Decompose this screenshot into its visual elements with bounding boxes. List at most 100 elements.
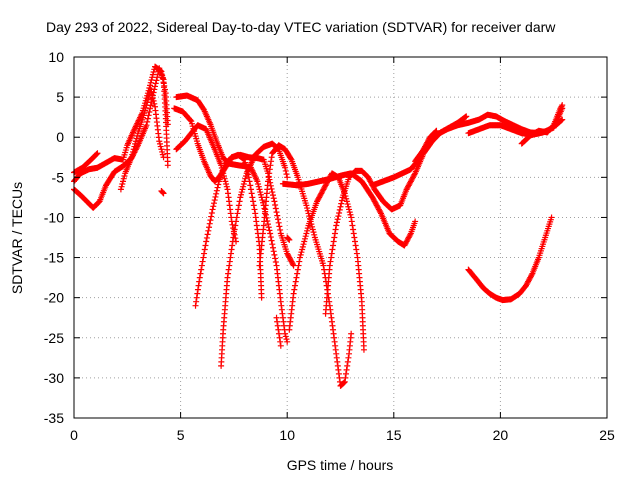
data-point-marker	[291, 286, 298, 293]
data-point-marker	[260, 199, 267, 206]
data-point-marker	[205, 227, 212, 234]
data-point-marker	[342, 370, 349, 377]
data-point-marker	[276, 223, 283, 230]
data-point-marker	[152, 83, 159, 90]
data-point-marker	[268, 237, 275, 244]
data-point-marker	[164, 162, 171, 169]
data-point-marker	[271, 251, 278, 258]
data-point-marker	[286, 236, 293, 243]
data-point-marker	[284, 174, 291, 181]
data-point-marker	[207, 217, 214, 224]
data-point-marker	[160, 190, 167, 197]
data-point-marker	[328, 250, 335, 257]
data-point-marker	[203, 234, 210, 241]
data-point-marker	[301, 235, 308, 242]
data-point-marker	[241, 156, 248, 163]
data-point-marker	[254, 178, 261, 185]
y-tick-label: -5	[52, 169, 65, 185]
x-tick-label: 25	[599, 427, 615, 443]
y-tick-label: -30	[44, 370, 64, 386]
data-point-marker	[251, 206, 258, 213]
data-point-marker	[134, 132, 141, 139]
data-point-marker	[149, 74, 156, 81]
data-point-marker	[203, 238, 210, 245]
data-point-marker	[348, 330, 355, 337]
data-point-marker	[236, 198, 243, 205]
data-point-marker	[265, 178, 272, 185]
data-point-marker	[295, 262, 302, 269]
data-point-marker	[331, 230, 338, 237]
data-point-marker	[201, 246, 208, 253]
data-point-marker	[213, 187, 220, 194]
data-point-marker	[223, 183, 230, 190]
series-track-16	[322, 113, 470, 317]
data-point-marker	[266, 166, 273, 173]
data-point-marker	[198, 266, 205, 273]
data-point-marker	[296, 254, 303, 261]
data-point-marker	[187, 117, 194, 124]
y-tick-label: 10	[48, 49, 64, 65]
data-point-marker	[129, 151, 136, 158]
series-track-21	[465, 214, 555, 304]
data-point-marker	[234, 210, 241, 217]
data-point-marker	[233, 218, 240, 225]
data-point-marker	[161, 86, 168, 93]
series-track-12	[273, 314, 284, 349]
data-point-marker	[204, 231, 211, 238]
data-point-marker	[267, 162, 274, 169]
data-point-marker	[147, 82, 154, 89]
data-point-marker	[192, 302, 199, 309]
y-tick-label: -20	[44, 290, 64, 306]
data-point-marker	[285, 236, 292, 243]
data-point-marker	[265, 174, 272, 181]
data-point-marker	[231, 226, 238, 233]
data-point-marker	[235, 206, 242, 213]
data-point-marker	[293, 274, 300, 281]
data-point-marker	[327, 258, 334, 265]
data-point-marker	[147, 86, 154, 93]
data-point-marker	[269, 241, 276, 248]
data-point-marker	[344, 362, 351, 369]
data-point-marker	[320, 262, 327, 269]
data-point-marker	[196, 278, 203, 285]
data-point-marker	[329, 246, 336, 253]
data-point-marker	[275, 326, 282, 333]
data-point-marker	[193, 294, 200, 301]
data-point-marker	[463, 113, 470, 120]
series-track-13	[284, 234, 293, 243]
data-point-marker	[299, 246, 306, 253]
data-point-marker	[346, 209, 353, 216]
data-point-marker	[273, 209, 280, 216]
data-point-marker	[335, 213, 342, 220]
data-point-marker	[282, 164, 289, 171]
data-point-marker	[160, 79, 167, 86]
data-point-marker	[309, 223, 316, 230]
data-point-marker	[130, 146, 137, 153]
data-point-marker	[336, 209, 343, 216]
data-point-marker	[147, 79, 154, 86]
y-tick-label: -35	[44, 410, 64, 426]
series-track-18	[412, 111, 566, 165]
data-point-marker	[235, 202, 242, 209]
data-point-marker	[344, 358, 351, 365]
data-point-marker	[283, 171, 290, 178]
data-point-marker	[159, 151, 166, 158]
data-point-marker	[239, 186, 246, 193]
data-point-marker	[132, 138, 139, 145]
data-point-marker	[292, 282, 299, 289]
data-point-marker	[412, 218, 419, 225]
data-point-marker	[352, 242, 359, 249]
data-point-marker	[238, 191, 245, 198]
data-point-marker	[277, 226, 284, 233]
data-point-marker	[242, 159, 249, 166]
data-point-marker	[258, 294, 265, 301]
data-point-marker	[349, 222, 356, 229]
data-point-marker	[274, 322, 281, 329]
data-point-marker	[528, 271, 535, 278]
data-point-marker	[121, 172, 128, 179]
data-point-marker	[559, 102, 566, 109]
data-point-marker	[287, 155, 294, 162]
gridlines	[74, 57, 607, 418]
data-point-marker	[282, 333, 289, 340]
